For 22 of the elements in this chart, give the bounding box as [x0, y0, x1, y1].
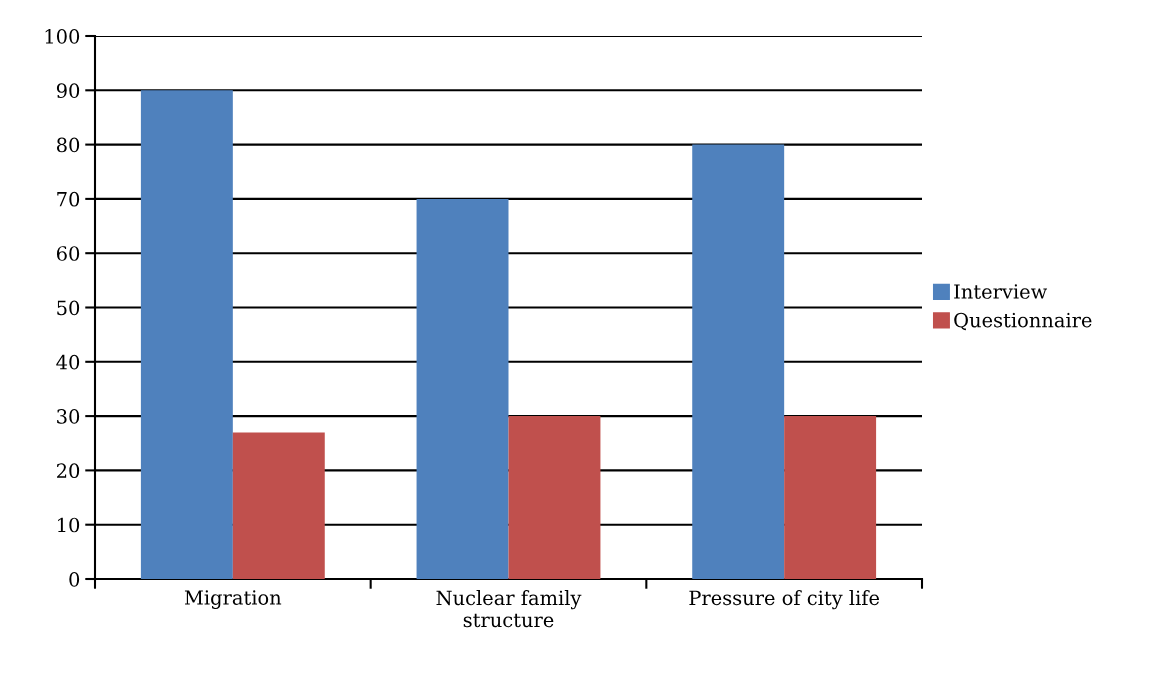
bar	[784, 416, 877, 579]
y-tick-label: 70	[57, 191, 80, 207]
y-tick-label: 0	[69, 571, 80, 587]
bar	[416, 198, 509, 579]
legend-label: Interview	[954, 284, 1048, 299]
bar	[140, 90, 233, 579]
y-tick-label: 20	[56, 463, 80, 479]
x-tick-label: Migration	[184, 590, 282, 609]
y-tick-label: 40	[56, 354, 80, 370]
bar	[692, 144, 785, 579]
x-tick-label: Pressure of city life	[689, 590, 880, 610]
y-tick-label: 30	[57, 409, 80, 424]
bar	[232, 432, 325, 579]
y-tick-label: 90	[56, 83, 80, 98]
y-tick-label: 80	[56, 137, 80, 153]
y-tick-label: 50	[57, 300, 80, 316]
bar	[508, 416, 601, 579]
y-tick-label: 10	[58, 517, 80, 533]
y-tick-label: 100	[45, 28, 80, 44]
y-tick-label: 60	[56, 246, 80, 261]
legend-label: Questionnaire	[954, 312, 1092, 331]
x-tick-label: Nuclear family structure	[436, 590, 582, 628]
